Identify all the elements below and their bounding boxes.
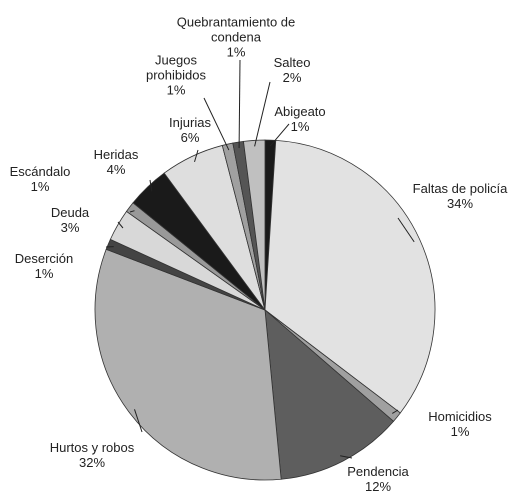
slice-value: 3% [60, 220, 80, 235]
slice-value: 34% [446, 196, 474, 211]
slice-label: Heridas 4% [81, 147, 151, 177]
slice-name: Heridas [93, 147, 139, 162]
leader-line [117, 221, 124, 229]
leader-line [134, 409, 143, 433]
slice-name: Homicidios [428, 409, 492, 424]
slice-value: 1% [166, 82, 186, 98]
slice-value: 1% [290, 119, 310, 134]
slice-name: Juegos prohibidos [146, 52, 206, 83]
leader-line [194, 149, 199, 163]
slice-label: Hurtos y robos 32% [37, 440, 147, 470]
slice-name: Deuda [50, 205, 90, 220]
slice-value: 6% [180, 130, 200, 145]
pie-slice [94, 248, 282, 481]
slice-name: Salteo [273, 55, 311, 70]
slice-value: 2% [282, 70, 302, 85]
leader-line [397, 217, 415, 243]
pie-slice [264, 309, 395, 480]
slice-label: Injurias 6% [160, 115, 220, 145]
slice-value: 4% [106, 162, 126, 177]
slice-label: Quebrantamiento de condena 1% [176, 15, 296, 60]
leader-line [129, 210, 135, 213]
leader-line [392, 409, 399, 414]
slice-name: Injurias [169, 115, 211, 130]
slice-name: Pendencia [347, 464, 409, 479]
slice-label: Deserción 1% [4, 251, 84, 281]
leader-line [254, 81, 271, 147]
slice-label: Homicidios 1% [415, 409, 505, 439]
slice-label: Juegos prohibidos 1% [131, 53, 221, 98]
slice-name: Escándalo [9, 164, 71, 179]
leader-line [238, 59, 241, 149]
slice-name: Abigeato [274, 104, 326, 119]
slice-label: Deuda 3% [40, 205, 100, 235]
slice-label: Salteo 2% [262, 55, 322, 85]
slice-name: Faltas de policía [412, 181, 508, 196]
slice-label: Pendencia 12% [338, 464, 418, 494]
leader-line [340, 455, 353, 459]
slice-value: 1% [226, 44, 246, 60]
slice-value: 1% [450, 424, 470, 439]
leader-line [149, 179, 153, 192]
leader-line [269, 123, 290, 147]
pie-slice [243, 139, 266, 311]
slice-value: 32% [78, 455, 106, 470]
slice-name: Deserción [14, 251, 74, 266]
slice-value: 1% [30, 179, 50, 194]
slice-label: Escándalo 1% [0, 164, 80, 194]
slice-label: Abigeato 1% [260, 104, 340, 134]
slice-label: Faltas de policía 34% [395, 181, 512, 211]
leader-line [203, 97, 230, 151]
slice-name: Quebrantamiento de condena [176, 14, 296, 45]
slice-value: 12% [364, 479, 392, 494]
slice-name: Hurtos y robos [49, 440, 135, 455]
slice-value: 1% [34, 266, 54, 281]
pie-slice [264, 139, 436, 414]
